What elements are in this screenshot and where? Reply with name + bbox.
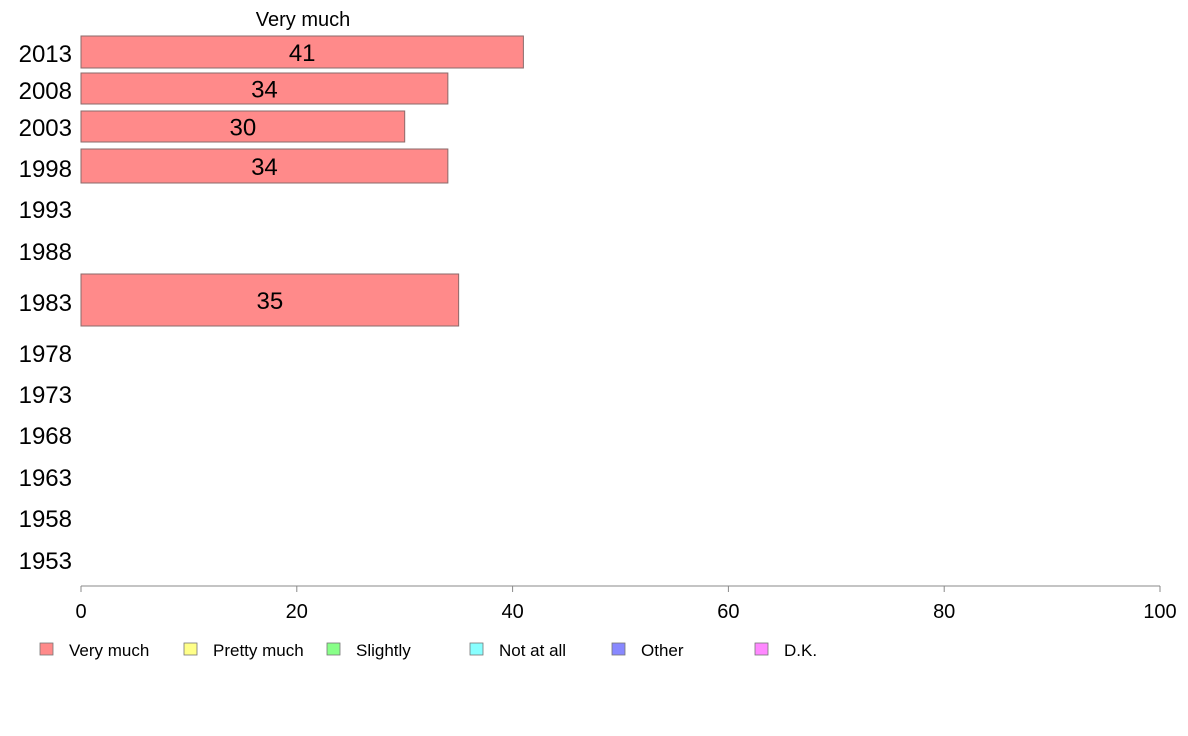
x-tick-label: 20 [286, 601, 308, 623]
year-label: 1973 [19, 382, 72, 409]
year-label: 1953 [19, 548, 72, 575]
year-label: 2003 [19, 115, 72, 142]
year-label: 1988 [19, 239, 72, 266]
x-tick-label: 40 [501, 601, 523, 623]
legend-label: Slightly [356, 641, 411, 660]
x-tick-label: 80 [933, 601, 955, 623]
bar [80, 110, 406, 143]
bar-value-label: 34 [251, 154, 278, 181]
year-label: 1963 [19, 465, 72, 492]
column-header: Very much [256, 9, 350, 31]
bar [80, 35, 524, 69]
year-label: 1998 [19, 156, 72, 183]
year-label: 1968 [19, 423, 72, 450]
legend-label: D.K. [784, 641, 817, 660]
year-label: 2013 [19, 41, 72, 68]
legend-swatch [183, 642, 198, 656]
bar [80, 72, 449, 105]
year-label: 1958 [19, 506, 72, 533]
legend: Very much Pretty much Slightly Not at all Ot… [39, 641, 817, 660]
bar-rows: 2013 41 2008 34 2003 30 1998 34 1993 1988 1983 35 19… [19, 35, 524, 575]
bar [80, 273, 460, 327]
year-label: 1993 [19, 197, 72, 224]
bar-value-label: 41 [289, 40, 316, 67]
legend-swatch [611, 642, 626, 656]
x-tick-label: 100 [1143, 601, 1176, 623]
x-tick-label: 0 [75, 601, 86, 623]
legend-swatch [39, 642, 54, 656]
legend-swatch [469, 642, 484, 656]
x-axis: 0 20 40 60 80 100 [75, 585, 1177, 623]
year-label: 2008 [19, 78, 72, 105]
year-label: 1978 [19, 341, 72, 368]
bar [80, 148, 449, 184]
legend-label: Other [641, 641, 684, 660]
legend-label: Not at all [499, 641, 566, 660]
bar-value-label: 35 [256, 288, 283, 315]
legend-swatch [754, 642, 769, 656]
bar-value-label: 34 [251, 77, 278, 104]
legend-label: Very much [69, 641, 149, 660]
bar-value-label: 30 [229, 115, 256, 142]
year-label: 1983 [19, 290, 72, 317]
legend-label: Pretty much [213, 641, 304, 660]
legend-swatch [326, 642, 341, 656]
x-tick-label: 60 [717, 601, 739, 623]
